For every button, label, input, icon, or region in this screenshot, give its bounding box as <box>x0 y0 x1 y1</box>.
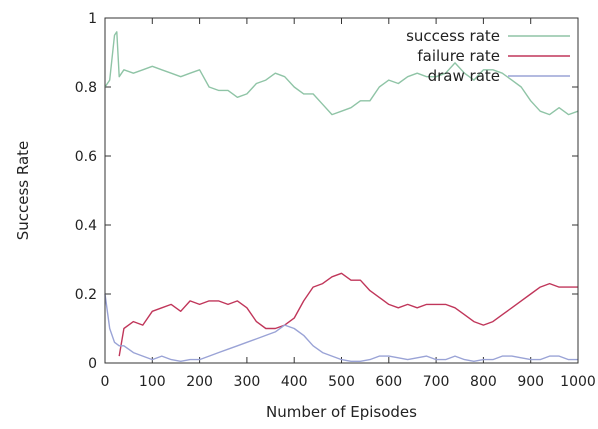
x-tick-label: 600 <box>375 374 402 390</box>
axis-ticks: 0 100 200 300 400 500 600 700 800 900 1000 0 0.2 0.4 0… <box>75 11 596 390</box>
series-line-2 <box>104 293 578 362</box>
y-tick-label: 0 <box>88 356 97 372</box>
x-tick-label: 0 <box>101 374 110 390</box>
legend-label: failure rate <box>417 47 500 65</box>
series-line-1 <box>118 272 578 357</box>
x-tick-label: 200 <box>186 374 213 390</box>
y-tick-label: 1 <box>88 11 97 27</box>
legend-label: success rate <box>406 27 500 45</box>
legend: success rate failure rate draw rate <box>406 27 570 85</box>
y-tick-label: 0.2 <box>75 287 97 303</box>
y-tick-label: 0.8 <box>75 80 97 96</box>
plot-frame <box>104 17 579 364</box>
x-tick-label: 100 <box>139 374 166 390</box>
x-tick-label: 800 <box>470 374 497 390</box>
x-tick-label: 300 <box>234 374 261 390</box>
x-tick-label: 1000 <box>560 374 596 390</box>
series-lines <box>104 31 579 362</box>
legend-label: draw rate <box>428 67 500 85</box>
y-axis-label: Success Rate <box>14 141 32 241</box>
y-tick-label: 0.6 <box>75 149 97 165</box>
x-axis-label: Number of Episodes <box>266 403 417 421</box>
series-line-0 <box>104 31 579 116</box>
x-tick-label: 700 <box>423 374 450 390</box>
x-tick-label: 900 <box>517 374 544 390</box>
y-tick-label: 0.4 <box>75 218 97 234</box>
x-tick-label: 500 <box>328 374 355 390</box>
x-tick-label: 400 <box>281 374 308 390</box>
